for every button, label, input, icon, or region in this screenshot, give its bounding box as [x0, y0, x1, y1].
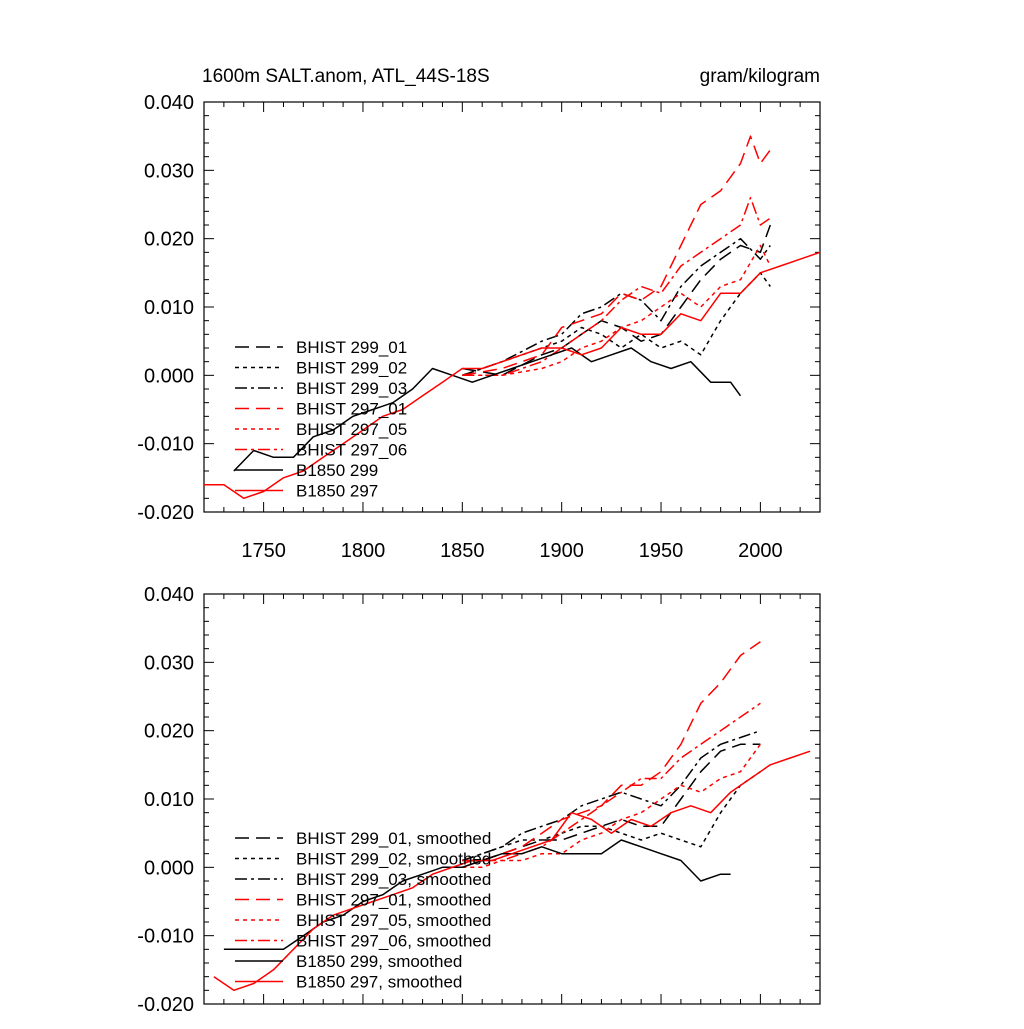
y-tick-label: -0.010: [137, 926, 194, 948]
y-tick-label: 0.020: [144, 721, 194, 743]
y-tick-label: -0.020: [137, 502, 194, 524]
chart-title: 1600m SALT.anom, ATL_44S-18S: [202, 66, 490, 87]
y-tick-label: 0.010: [144, 789, 194, 811]
smoothed-series-panel: -0.020 -0.010 0.000 0.010 0.020 0.030 0.040 BHI…: [137, 584, 821, 1016]
y-tick-label: 0.000: [144, 365, 194, 387]
series-line-bhist-299-02-smoothed: [462, 771, 761, 862]
series-lines: [213, 641, 811, 992]
series-line-bhist-299-03-smoothed: [462, 729, 761, 862]
series-line-bhist-297-06-smoothed: [462, 702, 761, 869]
x-tick-label: 1900: [539, 540, 584, 562]
y-tick-label: -0.010: [137, 434, 194, 456]
raw-series-panel: -0.020 -0.010 0.000 0.010 0.020 0.030 0.040 175…: [137, 92, 821, 562]
y-tick-label: 0.010: [144, 297, 194, 319]
legend-label: B1850 297: [296, 482, 378, 501]
legend-label: BHIST 299_02: [296, 359, 407, 378]
legend-label: BHIST 297_06: [296, 441, 407, 460]
legend-label: BHIST 299_01: [296, 338, 407, 357]
series-line-b1850-299: [233, 347, 742, 472]
series-line-bhist-297-01-smoothed: [462, 641, 761, 862]
x-tick-label: 1950: [639, 540, 684, 562]
legend-label: BHIST 297_01: [296, 400, 407, 419]
legend-label: BHIST 297_01, smoothed: [296, 891, 491, 910]
x-tick-label: 1800: [341, 540, 386, 562]
y-tick-label: 0.040: [144, 92, 194, 114]
series-line-bhist-299-03: [462, 237, 771, 377]
series-line-bhist-297-05: [462, 244, 771, 377]
legend-label: B1850 297, smoothed: [296, 973, 462, 992]
chart-units: gram/kilogram: [700, 66, 820, 87]
legend-label: BHIST 299_02, smoothed: [296, 850, 491, 869]
x-tick-label: 1750: [241, 540, 286, 562]
series-line-bhist-297-06: [462, 196, 771, 377]
series-line-b1850-297: [204, 251, 820, 500]
legend-label: B1850 299: [296, 461, 378, 480]
legend-label: BHIST 297_05, smoothed: [296, 911, 491, 930]
legend-label: BHIST 299_03, smoothed: [296, 870, 491, 889]
legend-label: BHIST 297_05: [296, 420, 407, 439]
y-tick-label: 0.020: [144, 229, 194, 251]
legend-label: BHIST 299_03: [296, 379, 407, 398]
y-tick-label: 0.030: [144, 652, 194, 674]
legend: BHIST 299_01, smoothed BHIST 299_02, smoo…: [235, 829, 491, 992]
series-line-bhist-297-01: [462, 135, 771, 377]
y-tick-label: 0.000: [144, 857, 194, 879]
x-tick-label: 1850: [440, 540, 485, 562]
y-tick-label: -0.020: [137, 994, 194, 1016]
x-tick-label: 2000: [738, 540, 783, 562]
legend-label: B1850 299, smoothed: [296, 952, 462, 971]
legend-label: BHIST 297_06, smoothed: [296, 932, 491, 951]
y-tick-label: 0.030: [144, 160, 194, 182]
series-line-bhist-299-01: [462, 224, 772, 377]
series-lines: [204, 135, 820, 500]
series-line-b1850-297-smoothed: [213, 750, 811, 992]
legend-label: BHIST 299_01, smoothed: [296, 829, 491, 848]
series-line-bhist-297-05-smoothed: [462, 743, 762, 869]
y-tick-label: 0.040: [144, 584, 194, 606]
